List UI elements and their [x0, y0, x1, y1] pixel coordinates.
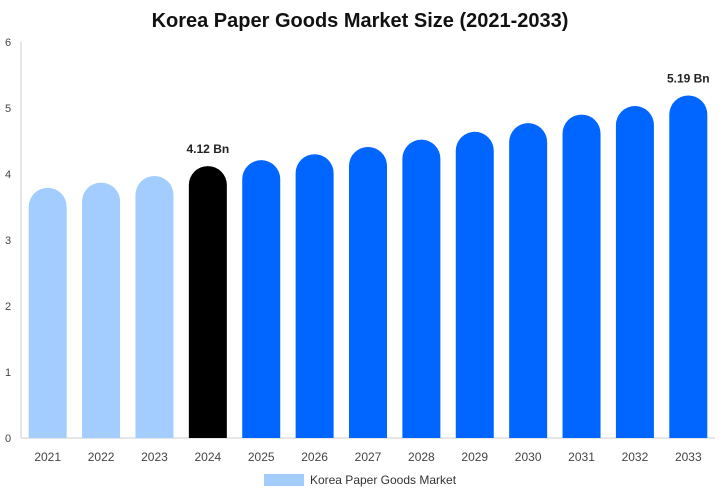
x-tick-label: 2033 [675, 450, 702, 464]
y-tick-label: 5 [5, 103, 11, 115]
bar-2031 [562, 114, 601, 439]
bar-2026 [295, 154, 334, 438]
y-tick-label: 0 [5, 433, 11, 445]
bar-2030 [509, 123, 548, 438]
x-tick-label: 2025 [248, 450, 275, 464]
bar-2028 [402, 139, 441, 438]
bar-2025 [242, 160, 281, 438]
bar-2024 [188, 166, 227, 438]
legend-label: Korea Paper Goods Market [309, 473, 457, 487]
x-tick-label: 2026 [301, 450, 328, 464]
bar-2029 [455, 131, 494, 438]
chart-title: Korea Paper Goods Market Size (2021-2033… [151, 10, 569, 32]
x-tick-label: 2021 [34, 450, 61, 464]
x-tick-label: 2032 [622, 450, 649, 464]
y-tick-label: 1 [5, 367, 11, 379]
y-tick-label: 6 [5, 37, 11, 49]
data-label-2033: 5.19 Bn [667, 71, 710, 85]
x-tick-label: 2024 [194, 450, 221, 464]
x-tick-label: 2030 [515, 450, 542, 464]
x-tick-label: 2031 [568, 450, 595, 464]
legend[interactable]: Korea Paper Goods Market [0, 473, 720, 487]
bar-2027 [349, 146, 387, 438]
y-tick-label: 3 [5, 235, 11, 247]
x-tick-label: 2027 [355, 450, 382, 464]
bar-2033 [669, 95, 708, 439]
bar-2023 [135, 175, 174, 439]
bar-2022 [82, 182, 121, 438]
data-label-2024: 4.12 Bn [187, 142, 230, 156]
x-tick-label: 2022 [88, 450, 115, 464]
x-tick-label: 2023 [141, 450, 168, 464]
bar-2032 [615, 106, 654, 439]
y-tick-label: 2 [5, 301, 11, 313]
y-tick-label: 4 [5, 169, 11, 181]
bar-2021 [28, 187, 67, 438]
x-tick-label: 2028 [408, 450, 435, 464]
legend-swatch [263, 474, 304, 486]
x-tick-label: 2029 [461, 450, 488, 464]
